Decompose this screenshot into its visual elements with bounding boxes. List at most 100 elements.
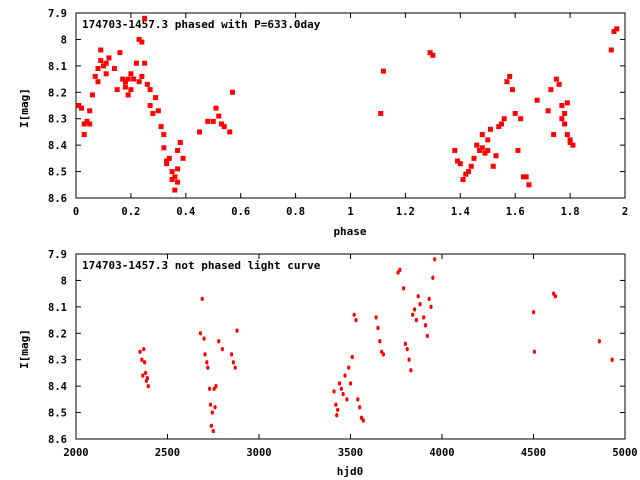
- x-tick-label: 2: [622, 206, 628, 218]
- data-point: [548, 87, 554, 93]
- data-point: [120, 76, 126, 82]
- data-point: [381, 352, 386, 357]
- data-point: [485, 147, 491, 153]
- data-point: [416, 294, 420, 299]
- data-point: [221, 124, 227, 130]
- x-tick-label: 1.8: [561, 206, 580, 218]
- data-point: [164, 161, 170, 167]
- data-point: [98, 58, 104, 64]
- data-point: [138, 349, 142, 354]
- data-point: [136, 36, 142, 42]
- data-point: [122, 79, 128, 85]
- data-point: [133, 60, 139, 66]
- data-point: [210, 118, 216, 124]
- data-point: [553, 76, 559, 82]
- data-point: [345, 397, 349, 402]
- data-point: [92, 73, 98, 79]
- data-point: [487, 126, 493, 132]
- data-point: [128, 71, 134, 77]
- data-point: [567, 140, 573, 145]
- data-point: [471, 155, 477, 161]
- data-point: [207, 386, 212, 391]
- data-point: [474, 142, 480, 148]
- data-point: [501, 116, 507, 122]
- data-point: [380, 68, 386, 74]
- x-tick-label: 0.8: [286, 206, 305, 218]
- data-point: [169, 177, 175, 182]
- data-point: [213, 105, 219, 111]
- data-point: [131, 76, 137, 82]
- tick-labels: 0 0.2 0.4 0.6 0.8 1 1.2 1.4 1.6 1.8 2 7.9 8 8.1 8.2 8.3…: [48, 8, 628, 218]
- y-tick-label: 8.6: [48, 434, 67, 446]
- data-point: [166, 155, 172, 161]
- y-tick-label: 7.9: [48, 8, 67, 20]
- data-point: [512, 110, 518, 116]
- data-point: [431, 275, 435, 280]
- data-point: [103, 71, 109, 77]
- data-point: [205, 118, 211, 124]
- data-point: [87, 108, 93, 114]
- data-point: [468, 163, 474, 169]
- data-point: [147, 87, 153, 93]
- data-point: [139, 39, 145, 45]
- data-point: [150, 110, 156, 116]
- data-point: [354, 317, 358, 323]
- data-point: [518, 116, 524, 122]
- data-point: [534, 97, 540, 103]
- y-tick-label: 8.1: [48, 61, 67, 73]
- data-point: [559, 116, 565, 122]
- data-point: [161, 132, 167, 138]
- data-point: [457, 161, 463, 167]
- data-point: [562, 110, 568, 116]
- data-point: [169, 169, 175, 175]
- data-point: [197, 129, 203, 135]
- data-point: [76, 103, 82, 108]
- data-point: [227, 129, 233, 135]
- data-point: [143, 360, 147, 365]
- data-point: [142, 346, 146, 352]
- data-point: [597, 339, 601, 344]
- data-point: [175, 166, 181, 172]
- y-tick-label: 8.3: [48, 114, 67, 126]
- data-point: [523, 174, 529, 180]
- y-tick-label: 8.6: [48, 193, 67, 205]
- data-point: [430, 52, 436, 58]
- data-point: [356, 397, 360, 402]
- y-tick-label: 8.1: [48, 302, 67, 314]
- data-points: [76, 15, 620, 193]
- data-point: [122, 84, 128, 90]
- data-point: [433, 257, 437, 262]
- data-point: [614, 26, 620, 32]
- data-point: [210, 410, 214, 415]
- data-point: [206, 365, 210, 370]
- data-point: [106, 55, 112, 61]
- y-axis-label: I[mag]: [18, 88, 31, 128]
- data-point: [466, 169, 472, 175]
- data-point: [147, 103, 153, 108]
- x-tick-label: 0.2: [121, 206, 140, 218]
- data-point: [482, 150, 488, 156]
- data-point: [233, 365, 237, 370]
- x-tick-label: 0.4: [176, 206, 195, 218]
- data-point: [564, 100, 570, 106]
- data-point: [142, 15, 148, 21]
- data-point: [89, 92, 95, 98]
- x-tick-label: 5000: [612, 447, 637, 459]
- data-point: [161, 145, 167, 151]
- data-point: [545, 108, 551, 114]
- data-point: [376, 325, 380, 331]
- data-point: [479, 132, 485, 138]
- data-point: [217, 339, 221, 344]
- data-point: [200, 296, 204, 302]
- data-point: [218, 121, 224, 127]
- data-point: [103, 60, 109, 66]
- data-point: [229, 352, 234, 357]
- data-point: [608, 47, 614, 53]
- data-point: [479, 145, 485, 151]
- data-point: [231, 360, 235, 365]
- data-point: [493, 153, 499, 159]
- data-point: [125, 76, 131, 82]
- data-point: [177, 140, 183, 145]
- data-point: [339, 386, 343, 391]
